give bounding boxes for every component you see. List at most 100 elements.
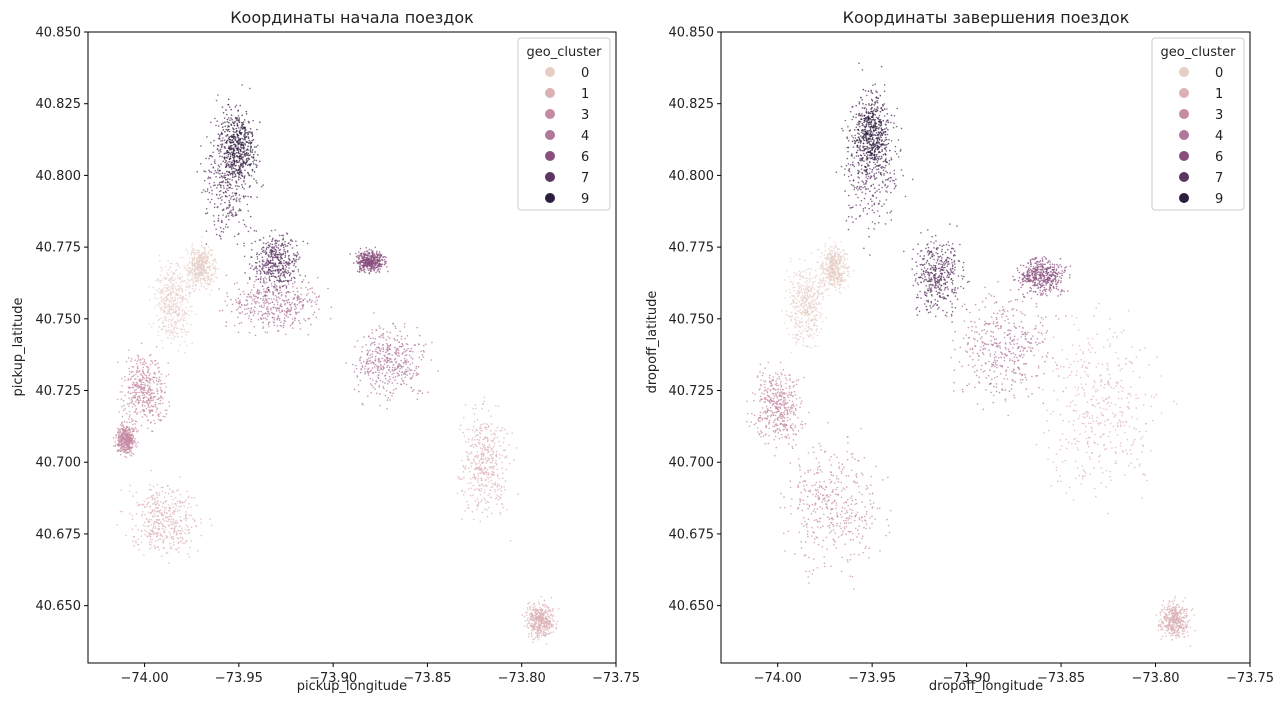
scatter-point xyxy=(479,429,482,432)
scatter-point xyxy=(250,196,252,198)
scatter-point xyxy=(367,374,370,376)
scatter-point xyxy=(467,441,470,443)
scatter-point xyxy=(154,525,156,528)
scatter-point xyxy=(309,287,312,290)
scatter-point xyxy=(286,302,289,304)
scatter-point xyxy=(137,504,139,507)
scatter-point xyxy=(238,300,240,303)
scatter-point xyxy=(169,547,171,550)
scatter-point xyxy=(386,342,388,345)
scatter-point xyxy=(182,324,184,326)
scatter-point xyxy=(276,303,279,306)
scatter-point xyxy=(222,231,225,233)
scatter-point xyxy=(533,610,536,612)
scatter-point xyxy=(152,286,154,289)
scatter-point xyxy=(268,312,270,315)
scatter-point xyxy=(238,312,241,314)
scatter-point xyxy=(157,414,159,416)
scatter-point xyxy=(254,280,256,283)
scatter-point xyxy=(232,206,234,208)
scatter-point xyxy=(396,334,399,337)
scatter-point xyxy=(360,261,363,264)
scatter-point xyxy=(415,374,418,377)
scatter-point xyxy=(242,219,245,221)
scatter-point xyxy=(269,302,272,305)
scatter-point xyxy=(175,304,178,307)
scatter-point xyxy=(391,366,394,369)
scatter-point xyxy=(200,522,202,524)
scatter-point xyxy=(296,251,299,254)
scatter-point xyxy=(195,272,197,275)
scatter-point xyxy=(267,254,269,256)
scatter-point xyxy=(219,155,221,158)
scatter-point xyxy=(533,628,535,630)
scatter-point xyxy=(472,484,475,487)
scatter-point xyxy=(258,269,261,272)
scatter-point xyxy=(484,422,487,425)
scatter-point xyxy=(483,400,485,403)
scatter-point xyxy=(541,626,544,628)
scatter-point xyxy=(288,301,291,304)
scatter-point xyxy=(173,330,175,332)
scatter-point xyxy=(219,176,221,179)
scatter-point xyxy=(290,309,292,311)
scatter-point xyxy=(205,230,208,232)
scatter-point xyxy=(250,289,253,292)
scatter-point xyxy=(228,201,231,204)
scatter-point xyxy=(483,497,485,499)
scatter-point xyxy=(123,426,125,429)
scatter-point xyxy=(188,314,190,317)
scatter-point xyxy=(184,312,187,315)
scatter-point xyxy=(526,614,528,616)
scatter-point xyxy=(165,520,168,522)
scatter-point xyxy=(477,475,480,477)
scatter-point xyxy=(284,276,287,279)
scatter-point xyxy=(314,292,316,295)
scatter-point xyxy=(496,473,499,476)
scatter-point xyxy=(262,299,264,302)
scatter-point xyxy=(178,529,180,532)
scatter-point xyxy=(526,619,529,621)
scatter-point xyxy=(127,447,129,450)
scatter-point xyxy=(540,616,543,618)
scatter-point xyxy=(276,296,278,298)
scatter-point xyxy=(197,266,199,268)
scatter-point xyxy=(541,627,544,630)
scatter-point xyxy=(276,285,278,288)
scatter-point xyxy=(229,106,231,108)
scatter-point xyxy=(236,185,239,187)
scatter-point xyxy=(132,536,135,538)
scatter-point xyxy=(195,271,197,274)
scatter-point xyxy=(485,479,487,481)
scatter-point xyxy=(482,423,484,425)
scatter-point xyxy=(137,354,139,357)
scatter-point xyxy=(158,494,161,497)
scatter-point xyxy=(244,183,247,185)
scatter-point xyxy=(148,380,150,383)
scatter-point xyxy=(238,322,241,325)
scatter-point xyxy=(417,373,420,375)
scatter-point xyxy=(403,382,405,385)
scatter-point xyxy=(187,279,190,282)
scatter-point xyxy=(359,379,362,382)
scatter-point xyxy=(378,384,381,387)
scatter-point xyxy=(170,536,173,538)
scatter-point xyxy=(175,534,178,536)
scatter-point xyxy=(214,159,216,161)
scatter-point xyxy=(149,521,151,523)
scatter-point xyxy=(202,264,204,266)
scatter-point xyxy=(267,246,270,249)
scatter-point xyxy=(181,328,183,330)
scatter-point xyxy=(268,278,271,281)
scatter-point xyxy=(231,165,234,168)
scatter-point xyxy=(154,406,157,408)
scatter-point xyxy=(369,337,372,340)
scatter-point xyxy=(163,307,166,309)
scatter-point xyxy=(530,612,532,614)
scatter-point xyxy=(186,286,188,288)
scatter-point xyxy=(266,258,269,260)
scatter-point xyxy=(537,600,540,603)
scatter-point xyxy=(193,276,196,279)
scatter-point xyxy=(143,360,146,363)
scatter-point xyxy=(155,363,157,366)
